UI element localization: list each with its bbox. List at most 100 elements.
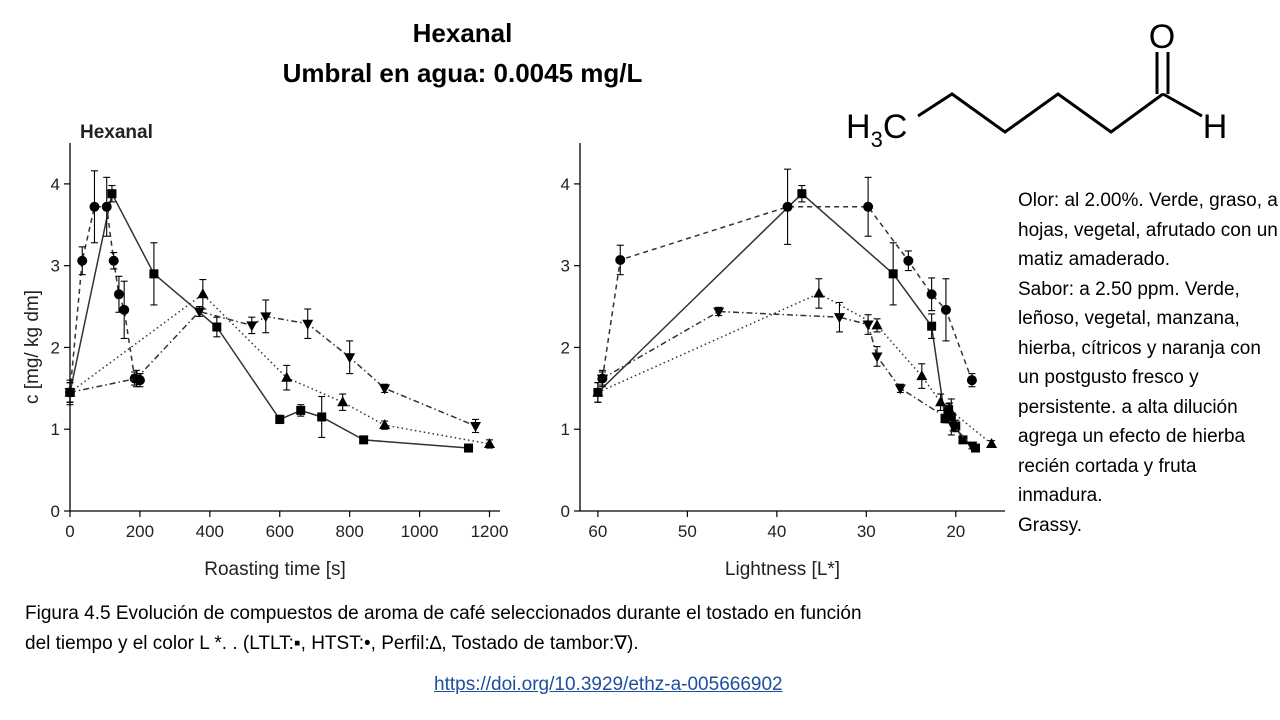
y-tick-label: 4	[561, 175, 570, 194]
x-tick-label: 30	[857, 522, 876, 541]
data-point-square	[317, 412, 327, 422]
x-tick-label: 600	[266, 522, 294, 541]
chart-roasting-time: 0 200 400 600 800 1000 1200 0 1 2 3 4 Roasting time …	[22, 122, 508, 580]
series-line	[69, 191, 469, 449]
chart-lightness: 60 50 40 30 20 0 1 2 3 4 Lightness [L*]	[561, 143, 1005, 580]
data-point-square	[149, 269, 159, 279]
figure-caption: Figura 4.5 Evolución de compuestos de ar…	[25, 599, 1005, 658]
x-tick-label: 400	[196, 522, 224, 541]
data-point-triangle-down	[64, 388, 76, 399]
x-axis-label: Roasting time [s]	[204, 559, 346, 580]
y-tick-label: 2	[51, 338, 60, 357]
series-line	[601, 206, 973, 381]
series-perfil	[592, 278, 998, 448]
series-ltlt	[593, 184, 980, 453]
data-point-circle	[966, 375, 977, 386]
data-point-circle	[77, 255, 88, 266]
y-tick-label: 4	[51, 175, 60, 194]
data-point-triangle-down	[947, 421, 959, 432]
data-point-triangle-down	[302, 319, 314, 330]
series-line	[597, 292, 993, 445]
data-point-square	[797, 189, 807, 199]
y-tick-label: 0	[51, 502, 60, 521]
series-line	[602, 310, 973, 447]
data-point-square	[464, 443, 474, 453]
data-point-triangle-up	[337, 396, 349, 407]
h3c-label: H3C	[846, 108, 907, 152]
data-point-triangle-down	[260, 312, 272, 323]
slide-title: Hexanal	[412, 18, 513, 48]
y-axis-label: c [mg/ kg dm]	[22, 290, 43, 404]
data-point-triangle-down	[894, 384, 906, 395]
data-point-triangle-down	[246, 321, 258, 332]
data-point-triangle-down	[130, 374, 142, 385]
data-point-triangle-down	[862, 320, 874, 331]
data-point-triangle-down	[470, 421, 482, 432]
data-point-circle	[89, 201, 100, 212]
series-htst	[597, 168, 977, 388]
data-point-triangle-down	[379, 384, 391, 395]
x-tick-label: 20	[946, 522, 965, 541]
x-tick-label: 1000	[401, 522, 439, 541]
oxygen-label: O	[1149, 18, 1175, 56]
x-tick-label: 200	[126, 522, 154, 541]
aldehyde-h-bond	[1162, 92, 1203, 118]
data-point-triangle-down	[833, 313, 845, 324]
series-htst	[65, 170, 145, 406]
data-point-circle	[903, 255, 914, 266]
y-tick-label: 2	[561, 338, 570, 357]
doi-link[interactable]: https://doi.org/10.3929/ethz-a-005666902	[434, 674, 783, 695]
data-point-circle	[615, 254, 626, 265]
data-point-square	[970, 443, 980, 453]
data-point-triangle-up	[592, 386, 604, 397]
data-point-triangle-up	[986, 437, 998, 448]
data-point-triangle-down	[713, 307, 725, 318]
data-point-circle	[863, 201, 874, 212]
data-point-triangle-up	[379, 419, 391, 430]
data-point-triangle-up	[484, 437, 496, 448]
hexanal-structure: O H3C H	[846, 18, 1228, 152]
y-tick-label: 3	[561, 257, 570, 276]
data-point-triangle-down	[596, 374, 608, 385]
data-point-triangle-up	[944, 403, 956, 414]
data-point-circle	[940, 304, 951, 315]
data-point-circle	[782, 201, 793, 212]
data-point-circle	[113, 289, 124, 300]
series-tostado-de-tambor	[64, 299, 482, 434]
data-point-square	[359, 435, 369, 445]
data-point-triangle-down	[941, 413, 953, 424]
series-ltlt	[65, 184, 474, 453]
data-point-square	[275, 414, 285, 424]
x-tick-label: 0	[65, 522, 74, 541]
y-tick-label: 1	[561, 420, 570, 439]
data-point-triangle-up	[871, 319, 883, 330]
data-point-square	[927, 321, 937, 331]
data-point-triangle-down	[193, 307, 205, 318]
caption-line-2: del tiempo y el color L *. . (LTLT:▪, HT…	[25, 632, 639, 654]
x-tick-label: 60	[588, 522, 607, 541]
data-point-triangle-down	[871, 352, 883, 363]
data-point-square	[958, 435, 968, 445]
data-point-circle	[101, 201, 112, 212]
x-tick-label: 800	[335, 522, 363, 541]
y-tick-label: 1	[51, 420, 60, 439]
data-point-square	[946, 412, 956, 422]
x-tick-label: 40	[767, 522, 786, 541]
data-point-triangle-up	[281, 371, 293, 382]
data-point-triangle-up	[916, 370, 928, 381]
data-point-circle	[926, 289, 937, 300]
descriptor-grassy: Grassy.	[1018, 514, 1083, 536]
aldehyde-h-label: H	[1203, 108, 1228, 146]
data-point-square	[107, 189, 117, 199]
x-tick-label: 1200	[471, 522, 509, 541]
hexanal-charts: 0 200 400 600 800 1000 1200 0 1 2 3 4 Roasting time …	[22, 122, 1005, 580]
odor-description: Olor: al 2.00%. Verde, graso, a hojas, v…	[1018, 190, 1278, 270]
data-point-triangle-down	[344, 353, 356, 364]
series-line	[69, 293, 490, 445]
y-tick-label: 3	[51, 257, 60, 276]
aroma-description: Olor: al 2.00%. Verde, graso, a hojas, v…	[1018, 186, 1280, 540]
data-point-square	[296, 405, 306, 415]
chart-title: Hexanal	[80, 122, 153, 143]
carbon-chain	[917, 92, 1164, 134]
data-point-circle	[108, 255, 119, 266]
